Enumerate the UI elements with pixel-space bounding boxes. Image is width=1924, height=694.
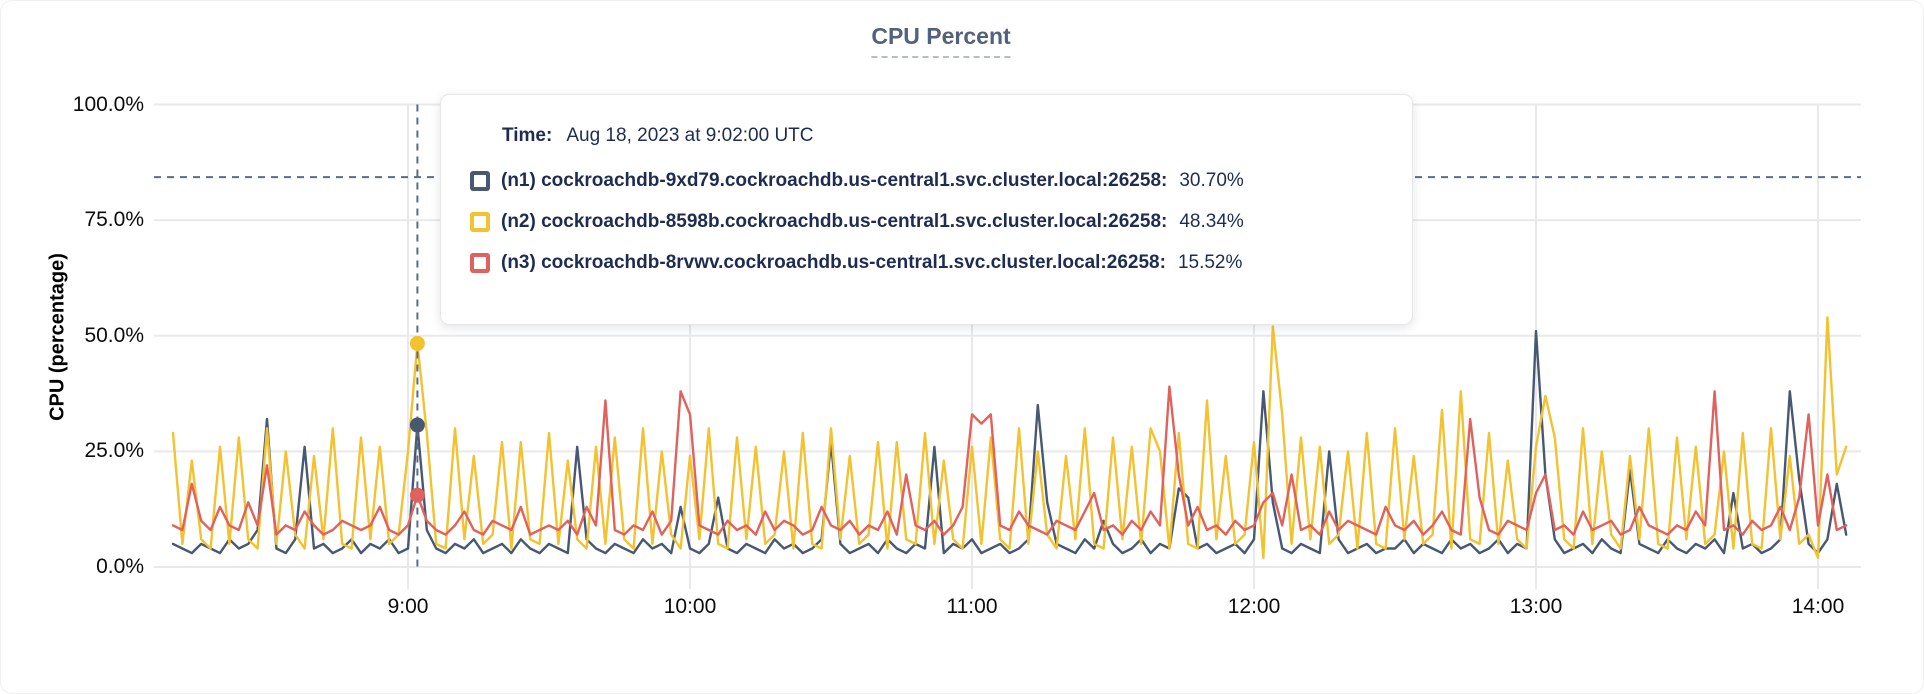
x-tick-label: 12:00 [1227, 595, 1281, 618]
tooltip-time-row: Time: Aug 18, 2023 at 9:02:00 UTC [470, 125, 1392, 147]
x-tick-label: 11:00 [946, 595, 998, 618]
legend-value-n2: 48.34% [1179, 211, 1244, 232]
legend-label-n3: (n3) cockroachdb-8rvwv.cockroachdb.us-ce… [501, 252, 1166, 273]
tooltip-time-value: Aug 18, 2023 at 9:02:00 UTC [566, 125, 814, 146]
y-tick-label: 75.0% [84, 208, 144, 232]
hover-point-n1 [409, 417, 425, 433]
series-line-n3 [171, 385, 1848, 536]
tooltip-legend-rows: (n1) cockroachdb-9xd79.cockroachdb.us-ce… [470, 170, 1392, 274]
legend-swatch-n2-icon [470, 212, 490, 232]
hover-point-n2 [409, 335, 425, 351]
chart-title: CPU Percent [871, 23, 1011, 58]
hover-point-n3 [409, 487, 425, 503]
x-tick-label: 14:00 [1791, 595, 1845, 618]
tooltip-legend-row-n1: (n1) cockroachdb-9xd79.cockroachdb.us-ce… [470, 170, 1392, 192]
y-tick-label: 25.0% [84, 439, 144, 463]
series-line-n1 [171, 329, 1848, 555]
series-line-n2 [171, 316, 1848, 559]
hover-tooltip: Time: Aug 18, 2023 at 9:02:00 UTC (n1) co… [440, 94, 1413, 325]
legend-value-n1: 30.70% [1179, 170, 1244, 191]
tooltip-legend-row-n3: (n3) cockroachdb-8rvwv.cockroachdb.us-ce… [470, 252, 1392, 274]
x-tick-label: 9:00 [387, 595, 429, 618]
y-tick-label: 50.0% [84, 323, 144, 347]
y-tick-label: 100.0% [72, 92, 144, 116]
legend-value-n3: 15.52% [1177, 252, 1243, 273]
y-tick-label: 0.0% [96, 555, 144, 578]
tooltip-time-label: Time: [502, 125, 553, 146]
legend-label-n1: (n1) cockroachdb-9xd79.cockroachdb.us-ce… [501, 170, 1168, 191]
legend-label-n2: (n2) cockroachdb-8598b.cockroachdb.us-ce… [501, 211, 1168, 232]
legend-swatch-n3-icon [470, 253, 490, 273]
legend-swatch-n1-icon [470, 171, 490, 191]
tooltip-legend-row-n2: (n2) cockroachdb-8598b.cockroachdb.us-ce… [470, 211, 1392, 233]
x-tick-label: 10:00 [663, 595, 717, 618]
x-tick-label: 13:00 [1509, 595, 1563, 618]
